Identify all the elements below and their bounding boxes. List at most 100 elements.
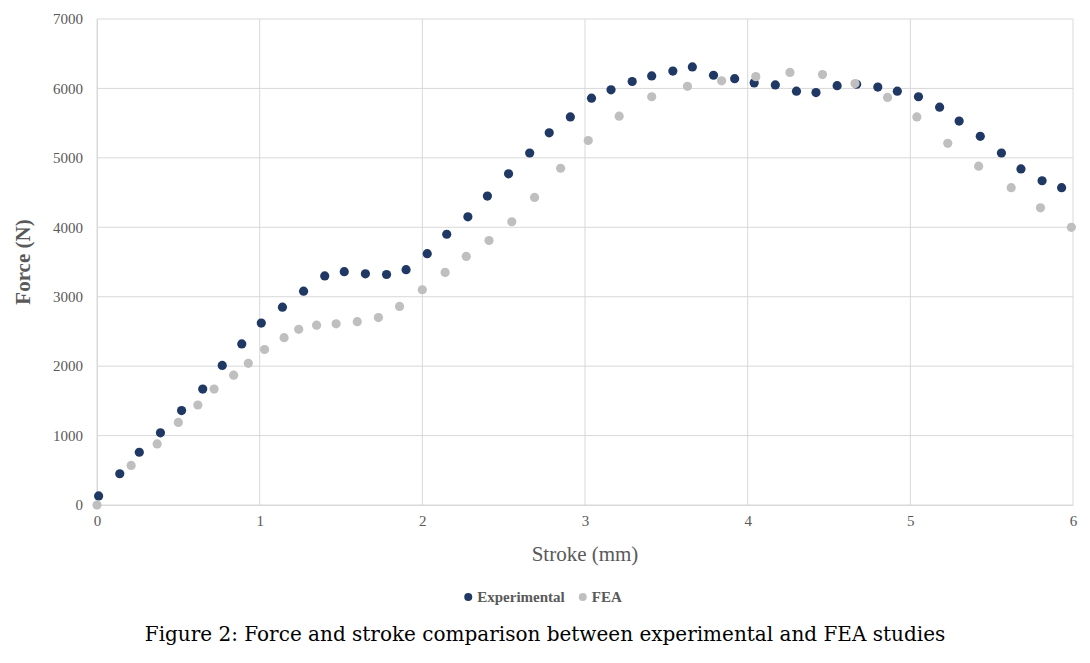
legend-label: FEA	[592, 589, 622, 605]
point-group	[153, 439, 162, 448]
point-group	[210, 384, 219, 393]
point-group	[955, 116, 964, 125]
point	[530, 193, 539, 202]
point	[647, 92, 656, 101]
point	[606, 85, 615, 94]
grid	[97, 19, 1073, 505]
tick-label: 1	[256, 513, 264, 529]
point	[709, 71, 718, 80]
point-group	[332, 319, 341, 328]
grid-line	[97, 88, 1073, 89]
point	[504, 169, 513, 178]
axis-line	[97, 20, 98, 506]
point	[833, 81, 842, 90]
point	[850, 79, 859, 88]
point	[507, 217, 516, 226]
point	[312, 321, 321, 330]
point-group	[647, 92, 656, 101]
tick: 3000	[53, 289, 97, 305]
point	[912, 112, 921, 121]
tick: 2000	[53, 358, 97, 374]
point	[237, 339, 246, 348]
point-group	[257, 318, 266, 327]
point	[198, 384, 207, 393]
grid-line	[97, 157, 1073, 158]
point-group	[198, 384, 207, 393]
tick-label: 2	[419, 513, 427, 529]
series	[94, 62, 1066, 500]
tick-label: 6000	[53, 81, 83, 97]
point	[401, 265, 410, 274]
point-group	[935, 103, 944, 112]
point	[353, 317, 362, 326]
point-group	[545, 128, 554, 137]
point-group	[340, 267, 349, 276]
point	[94, 491, 103, 500]
point	[893, 87, 902, 96]
point-group	[751, 72, 760, 81]
point-group	[1016, 164, 1025, 173]
point	[525, 148, 534, 157]
point-group	[1036, 203, 1045, 212]
grid-line	[97, 505, 1073, 506]
tick: 6000	[53, 81, 97, 97]
tick-label: 1000	[53, 428, 83, 444]
point-group	[556, 164, 565, 173]
tick-label: 4000	[53, 220, 83, 236]
point-group	[92, 500, 101, 509]
point-group	[278, 303, 287, 312]
point	[615, 112, 624, 121]
grid-line	[1073, 19, 1074, 505]
point	[811, 88, 820, 97]
legend-marker	[464, 593, 472, 601]
point-group	[850, 79, 859, 88]
point	[153, 439, 162, 448]
point-group	[94, 491, 103, 500]
point-group	[193, 400, 202, 409]
legend-label: Experimental	[477, 589, 565, 605]
point-group	[818, 70, 827, 79]
point-group	[566, 112, 575, 121]
point-group	[647, 71, 656, 80]
point	[556, 164, 565, 173]
point	[442, 230, 451, 239]
tick: 1000	[53, 428, 97, 444]
tick-label: 7000	[53, 11, 83, 27]
point-group	[883, 93, 892, 102]
point	[423, 249, 432, 258]
point	[566, 112, 575, 121]
point-group	[606, 85, 615, 94]
point-group	[974, 162, 983, 171]
point	[1007, 183, 1016, 192]
point-group	[811, 88, 820, 97]
point-group	[709, 71, 718, 80]
point-group	[976, 132, 985, 141]
point	[441, 268, 450, 277]
point	[587, 94, 596, 103]
point	[177, 406, 186, 415]
grid-line	[97, 19, 98, 505]
point	[361, 269, 370, 278]
series	[92, 68, 1076, 510]
point-group	[174, 418, 183, 427]
point	[92, 500, 101, 509]
point-group	[395, 302, 404, 311]
point	[751, 72, 760, 81]
point-group	[628, 77, 637, 86]
tick-label: 0	[94, 513, 102, 529]
point-group	[483, 191, 492, 200]
point-group	[312, 321, 321, 330]
point-group	[218, 361, 227, 370]
tick: 2	[419, 505, 427, 529]
tick: 6	[1070, 505, 1078, 529]
point	[193, 400, 202, 409]
point-group	[401, 265, 410, 274]
point-group	[229, 371, 238, 380]
point	[771, 80, 780, 89]
point	[1067, 223, 1076, 232]
point-group	[353, 317, 362, 326]
point	[462, 252, 471, 261]
x-axis: 0123456	[94, 505, 1078, 529]
point	[395, 302, 404, 311]
x-axis-title: Stroke (mm)	[532, 542, 639, 566]
